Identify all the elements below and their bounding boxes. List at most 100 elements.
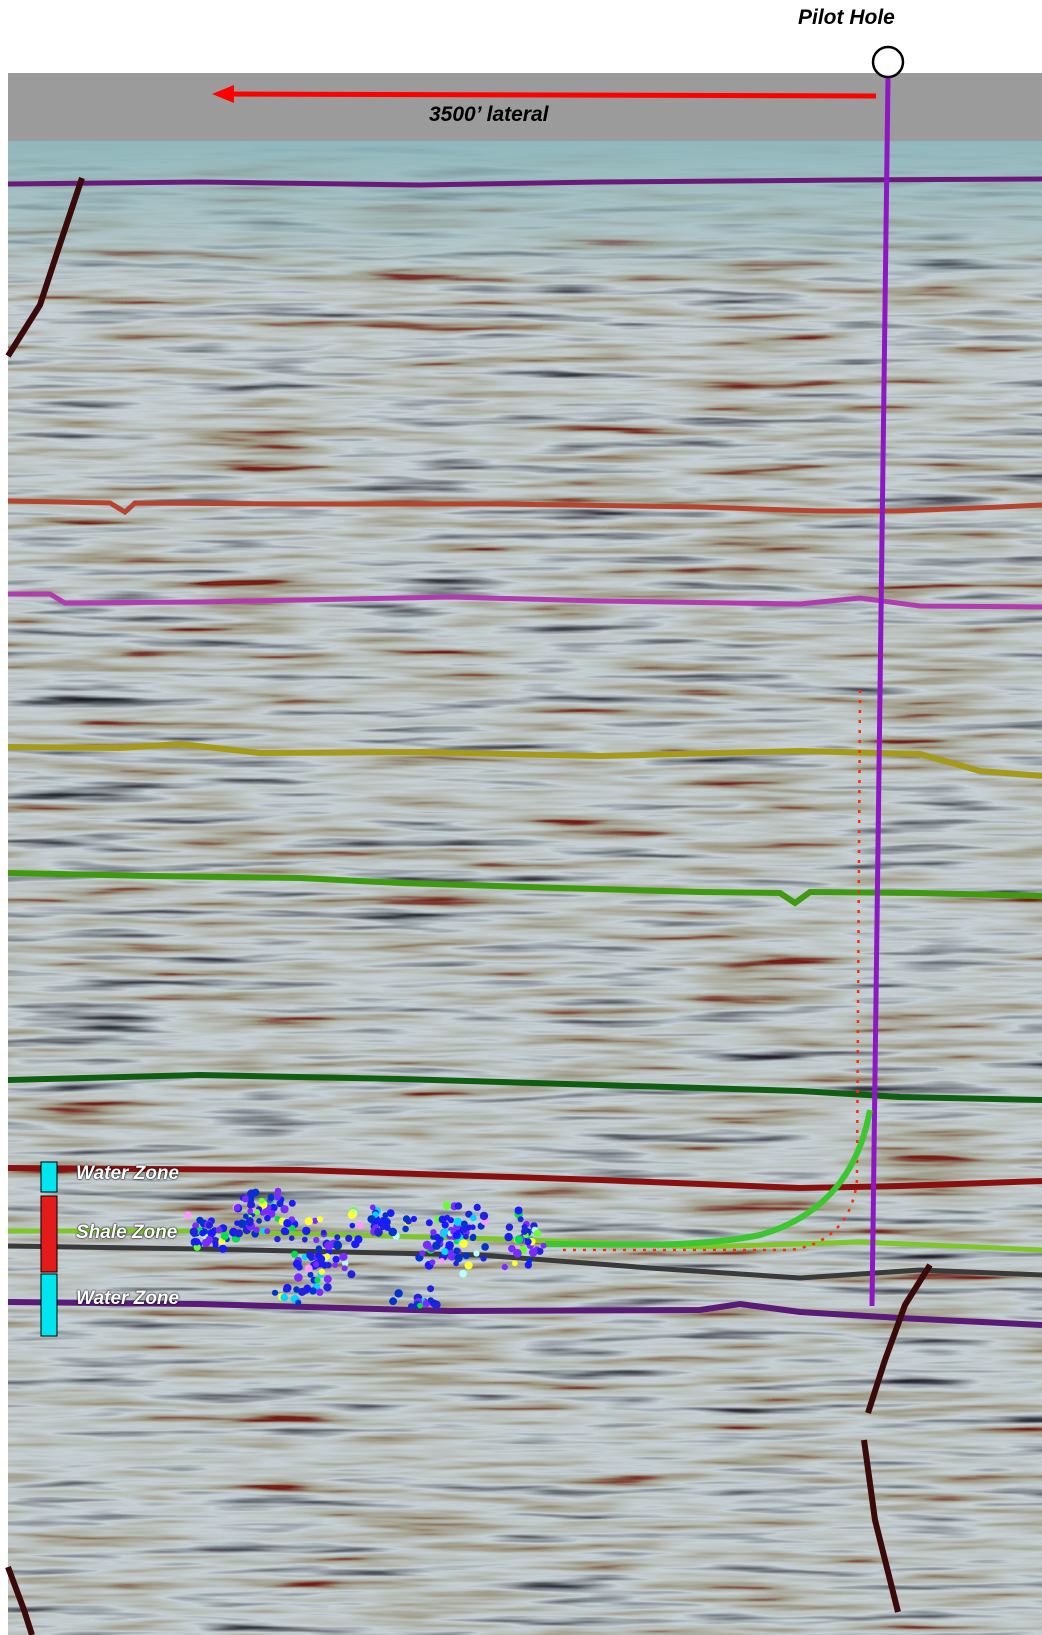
microseismic-event (282, 1286, 289, 1293)
microseismic-event (356, 1221, 364, 1230)
microseismic-event (453, 1260, 459, 1267)
microseismic-event (311, 1217, 319, 1224)
microseismic-event (234, 1229, 243, 1238)
microseismic-event (253, 1226, 260, 1233)
microseismic-event (504, 1232, 513, 1242)
microseismic-event (459, 1269, 467, 1278)
microseismic-event (410, 1215, 417, 1223)
planned-path-vertical (855, 689, 862, 1176)
microseismic-event (313, 1236, 320, 1244)
microseismic-event (307, 1271, 314, 1278)
microseismic-event (184, 1211, 192, 1220)
microseismic-event (473, 1203, 481, 1211)
microseismic-event (479, 1211, 489, 1221)
microseismic-event (347, 1210, 357, 1220)
seismic-amplitude-background (8, 73, 1042, 1635)
microseismic-event (481, 1243, 489, 1251)
microseismic-event (192, 1238, 201, 1246)
microseismic-event (298, 1287, 307, 1296)
microseismic-event (304, 1264, 313, 1273)
microseismic-event (462, 1252, 470, 1260)
microseismic-event (207, 1229, 216, 1238)
fault-line (5, 1565, 35, 1635)
microseismic-event (280, 1293, 289, 1302)
microseismic-event (248, 1195, 255, 1202)
microseismic-event (514, 1235, 523, 1244)
microseismic-event (271, 1289, 279, 1296)
microseismic-event (247, 1208, 253, 1214)
microseismic-event (301, 1236, 308, 1243)
microseismic-event (470, 1224, 476, 1230)
pilot-hole-label: Pilot Hole (798, 6, 895, 29)
microseismic-event (234, 1220, 240, 1226)
microseismic-event (425, 1219, 433, 1227)
fault-line (865, 1263, 933, 1414)
microseismic-event (408, 1303, 415, 1310)
microseismic-event (318, 1268, 325, 1276)
microseismic-event (438, 1215, 447, 1224)
seismic-section (8, 73, 1042, 1635)
microseismic-event (189, 1227, 198, 1237)
microseismic-event (452, 1231, 461, 1240)
microseismic-event (212, 1242, 219, 1248)
microseismic-event (269, 1203, 278, 1212)
microseismic-event (388, 1227, 398, 1237)
horizon-line (7, 176, 1042, 188)
horizon-line (7, 1071, 1042, 1103)
microseismic-event (288, 1199, 296, 1207)
microseismic-event (473, 1250, 480, 1257)
microseismic-event (521, 1228, 528, 1235)
microseismic-event (325, 1248, 333, 1255)
microseismic-event (386, 1209, 395, 1217)
microseismic-event (193, 1243, 201, 1251)
water-zone-label: Water Zone (76, 1288, 180, 1309)
microseismic-event (325, 1262, 332, 1269)
microseismic-event (422, 1240, 432, 1250)
microseismic-event (394, 1289, 403, 1298)
microseismic-event (291, 1250, 299, 1258)
microseismic-event (243, 1213, 249, 1220)
microseismic-event (382, 1218, 390, 1226)
microseismic-event (251, 1188, 260, 1197)
microseismic-event (280, 1205, 289, 1214)
microseismic-event (237, 1219, 247, 1228)
microseismic-event (233, 1204, 241, 1211)
microseismic-event (295, 1299, 302, 1306)
microseismic-event (453, 1217, 462, 1226)
microseismic-event (324, 1253, 331, 1260)
microseismic-event (459, 1239, 468, 1248)
microseismic-event (332, 1262, 339, 1268)
microseismic-event (315, 1245, 323, 1252)
microseismic-event (402, 1215, 411, 1223)
microseismic-event (354, 1235, 363, 1244)
microseismic-events (184, 1187, 547, 1310)
microseismic-event (447, 1251, 457, 1261)
microseismic-event (465, 1224, 472, 1231)
microseismic-event (460, 1226, 468, 1233)
shale-zone-bar (40, 1195, 58, 1273)
microseismic-event (463, 1233, 469, 1240)
microseismic-event (430, 1234, 436, 1240)
microseismic-event (196, 1216, 204, 1224)
microseismic-event (536, 1247, 544, 1255)
microseismic-event (347, 1270, 356, 1279)
microseismic-event (389, 1297, 397, 1306)
microseismic-event (317, 1216, 324, 1223)
microseismic-event (524, 1261, 532, 1269)
lateral-arrow (212, 85, 877, 103)
microseismic-event (432, 1300, 441, 1309)
microseismic-event (199, 1229, 206, 1237)
microseismic-event (349, 1222, 356, 1229)
microseismic-event (430, 1229, 437, 1236)
microseismic-event (402, 1225, 409, 1233)
microseismic-event (374, 1227, 383, 1237)
microseismic-event (454, 1253, 463, 1263)
microseismic-event (215, 1226, 223, 1234)
microseismic-event (470, 1214, 477, 1222)
microseismic-event (302, 1226, 311, 1236)
microseismic-event (427, 1297, 434, 1303)
microseismic-event (256, 1218, 262, 1224)
microseismic-event (508, 1244, 516, 1253)
microseismic-event (220, 1232, 229, 1240)
microseismic-event (324, 1241, 334, 1250)
